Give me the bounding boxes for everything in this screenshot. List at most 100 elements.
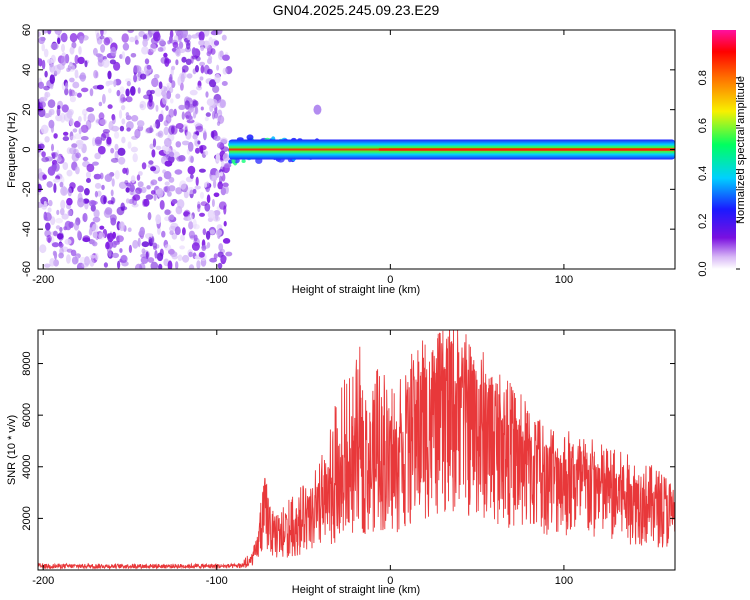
heatmap-cell — [112, 114, 116, 125]
heatmap-cell — [221, 160, 225, 168]
heatmap-cell — [169, 86, 174, 94]
heatmap-cell — [47, 166, 56, 176]
heatmap-cell — [86, 107, 94, 113]
heatmap-cell — [74, 69, 79, 79]
heatmap-cell — [179, 180, 187, 190]
heatmap-cell — [196, 260, 201, 269]
heatmap-cell — [69, 77, 75, 83]
snr-ylabel: SNR (10 * v/v) — [6, 415, 18, 485]
heatmap-cell — [164, 209, 173, 214]
heatmap-cell — [47, 207, 52, 213]
snr-xtick-label: 0 — [387, 575, 393, 587]
heatmap-cell — [100, 44, 106, 53]
heatmap-cell — [168, 76, 173, 83]
heatmap-cell — [157, 130, 164, 138]
colorbar-tick-label: 0.6 — [697, 118, 709, 133]
heatmap-cell — [213, 135, 221, 141]
heatmap-cell — [141, 46, 149, 55]
heatmap-cell — [146, 185, 151, 190]
heatmap-cell — [113, 61, 121, 71]
heatmap-cell — [92, 161, 99, 166]
colorbar-gradient — [712, 30, 736, 269]
heatmap-cell — [214, 73, 221, 84]
heatmap-cell — [163, 126, 169, 136]
heatmap-cell — [152, 242, 158, 248]
heatmap-cell — [118, 221, 125, 232]
heatmap-cell — [192, 100, 199, 107]
heatmap-cell — [121, 136, 126, 144]
heatmap-cell — [149, 125, 153, 134]
snr-frame — [37, 329, 676, 571]
heatmap-cell — [53, 178, 60, 183]
heatmap-cell — [44, 136, 50, 143]
heatmap-cell — [216, 64, 220, 71]
heatmap-cell — [105, 241, 110, 250]
heatmap-cell — [148, 93, 153, 103]
spectrogram-ytick-label: -20 — [21, 181, 33, 197]
heatmap-cell — [110, 46, 117, 57]
heatmap-cell — [120, 105, 126, 111]
heatmap-cell — [49, 258, 56, 267]
heatmap-cell — [200, 46, 205, 52]
heatmap-cell — [160, 85, 168, 92]
heatmap-cell — [188, 251, 193, 258]
heatmap-cell — [164, 216, 170, 222]
heatmap-cell — [221, 81, 228, 86]
heatmap-cell — [125, 115, 132, 121]
heatmap-cell — [75, 152, 81, 159]
heatmap-cell — [206, 51, 212, 57]
heatmap-cell — [167, 191, 172, 197]
heatmap-cell — [209, 229, 216, 235]
heatmap-cell — [199, 61, 206, 67]
heatmap-cell — [217, 181, 223, 190]
heatmap-cell — [140, 186, 147, 194]
heatmap-cell — [47, 30, 52, 35]
heatmap-cell — [163, 147, 172, 155]
heatmap-cell — [178, 41, 184, 49]
heatmap-cell — [178, 104, 186, 110]
heatmap-cell — [93, 47, 98, 56]
heatmap-cell — [92, 85, 101, 90]
heatmap-cell — [163, 52, 168, 58]
heatmap-cell — [222, 67, 228, 75]
heatmap-cell — [150, 261, 159, 269]
heatmap-cell — [111, 178, 115, 187]
heatmap-cell — [121, 51, 126, 60]
heatmap-cell — [160, 56, 168, 64]
heatmap-cell — [99, 35, 105, 40]
heatmap-cell — [153, 31, 161, 42]
heatmap-cell — [188, 230, 195, 239]
heatmap-cell — [171, 65, 176, 71]
spectrogram-xlabel: Height of straight line (km) — [292, 284, 420, 296]
heatmap-cell — [50, 42, 59, 50]
heatmap-cell — [188, 115, 193, 120]
heatmap-cell — [144, 58, 150, 65]
heatmap-cell — [44, 212, 52, 222]
heatmap-cell — [192, 188, 197, 194]
heatmap-cell — [139, 73, 147, 80]
heatmap-cell — [158, 113, 164, 123]
heatmap-cell — [112, 252, 119, 259]
heatmap-cell — [40, 96, 48, 102]
heatmap-cell — [69, 95, 76, 103]
heatmap-cell — [102, 93, 106, 104]
heatmap-cell — [38, 183, 42, 193]
heatmap-cell — [99, 225, 105, 230]
heatmap-cell — [43, 48, 49, 58]
heatmap-cell — [39, 101, 46, 108]
heatmap-cell — [177, 199, 185, 209]
heatmap-cell — [49, 74, 55, 84]
heatmap-cell — [112, 240, 117, 248]
heatmap-cell — [206, 194, 211, 204]
heatmap-cell — [38, 81, 44, 90]
heatmap-cell — [134, 263, 143, 269]
heatmap-cell — [68, 221, 74, 228]
heatmap-cell — [82, 235, 91, 242]
heatmap-cell — [166, 90, 172, 100]
heatmap-cell — [155, 104, 159, 112]
heatmap-cell — [156, 187, 164, 198]
heatmap-cell — [157, 176, 163, 182]
heatmap-cell — [98, 101, 103, 107]
